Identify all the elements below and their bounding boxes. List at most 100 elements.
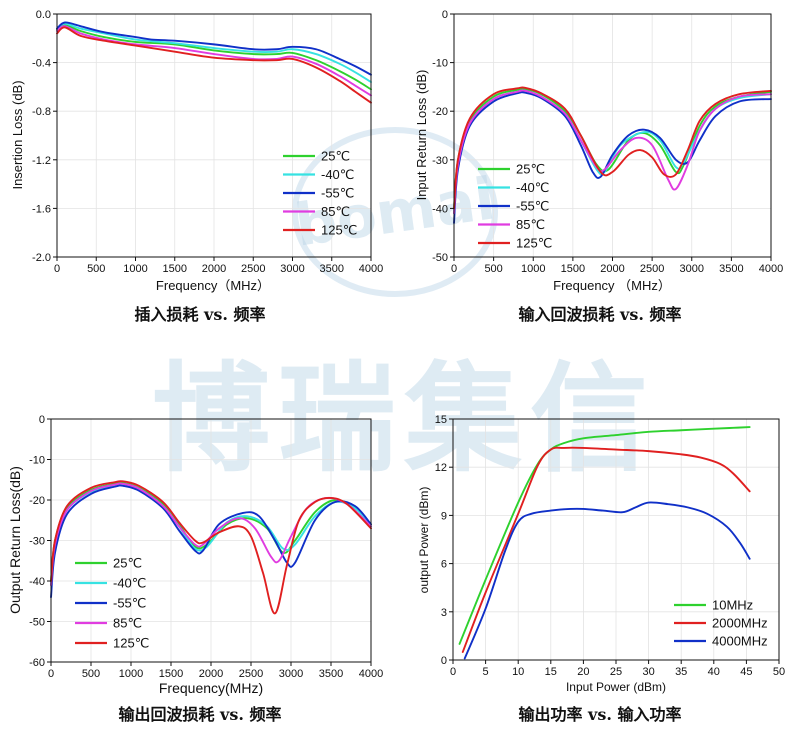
chart-input-return-loss: 0 500 1000 1500 2000 2500 3000 3500 4000 0 -10 -20… — [414, 9, 783, 324]
y-tick-label: 12 — [435, 462, 447, 474]
x-tick-label: 5 — [483, 666, 489, 678]
legend-label-4000MHz: 4000MHz — [712, 634, 768, 649]
x-tick-label: 2500 — [640, 263, 664, 275]
series-line--55℃ — [50, 484, 372, 599]
legend: 25℃ -40℃ -55℃ 85℃ 125℃ — [478, 162, 552, 251]
y-tick-label: -10 — [29, 455, 45, 467]
y-tick-label: -0.8 — [32, 106, 51, 118]
y-tick-label: 6 — [441, 559, 447, 571]
legend-label--55℃: -55℃ — [516, 199, 549, 214]
series-line-2000MHz — [461, 446, 751, 653]
y-tick-label: 0 — [441, 655, 447, 667]
y-tick-label: 0 — [442, 9, 448, 21]
y-axis-label: Insertion Loss (dB) — [10, 80, 25, 189]
x-axis-label: Frequency （MHz） — [553, 278, 671, 293]
x-ticks: 0 500 1000 1500 2000 2500 3000 3500 4000 — [451, 257, 783, 275]
chart-caption: 输出功率 vs. 输入功率 — [518, 705, 681, 724]
x-tick-label: 45 — [740, 666, 752, 678]
y-tick-label: -1.2 — [32, 155, 51, 167]
series-line--55℃ — [56, 21, 372, 76]
chart-caption: 插入损耗 vs. 频率 — [134, 305, 265, 324]
series-line-25℃ — [56, 23, 372, 91]
x-tick-label: 1500 — [163, 263, 187, 275]
x-tick-label: 0 — [48, 668, 54, 680]
legend-label-125℃: 125℃ — [113, 636, 149, 651]
chart-caption: 输出回波损耗 vs. 频率 — [118, 705, 281, 724]
y-tick-label: -40 — [29, 576, 45, 588]
series-line-125℃ — [453, 86, 772, 210]
chart-output-return-loss: 0 500 1000 1500 2000 2500 3000 3500 4000 0 -10 -20… — [7, 414, 383, 724]
y-ticks: 0 -10 -20 -30 -40 -50 — [432, 9, 454, 264]
x-tick-label: 30 — [642, 666, 654, 678]
series-group — [50, 480, 372, 615]
x-tick-label: 2000 — [600, 263, 624, 275]
legend-label--55℃: -55℃ — [321, 186, 354, 201]
legend-label--40℃: -40℃ — [113, 576, 146, 591]
x-tick-label: 15 — [545, 666, 557, 678]
x-tick-label: 4000 — [359, 668, 383, 680]
x-axis-label: Input Power (dBm) — [566, 680, 666, 694]
y-tick-label: 15 — [435, 414, 447, 426]
x-tick-label: 0 — [450, 666, 456, 678]
x-tick-label: 2500 — [241, 263, 265, 275]
legend-label-25℃: 25℃ — [113, 556, 142, 571]
x-tick-label: 35 — [675, 666, 687, 678]
y-tick-label: 0 — [39, 414, 45, 426]
x-tick-label: 3000 — [680, 263, 704, 275]
x-tick-label: 3000 — [280, 263, 304, 275]
x-tick-label: 1500 — [159, 668, 183, 680]
legend-label-85℃: 85℃ — [113, 616, 142, 631]
y-tick-label: -20 — [29, 495, 45, 507]
y-ticks: 0 3 6 9 12 15 — [435, 414, 453, 667]
legend-label-25℃: 25℃ — [321, 149, 350, 164]
legend-label-125℃: 125℃ — [516, 236, 552, 251]
x-tick-label: 3500 — [319, 668, 343, 680]
y-tick-label: -30 — [29, 536, 45, 548]
x-tick-label: 1000 — [521, 263, 545, 275]
legend-label-25℃: 25℃ — [516, 162, 545, 177]
series-line-25℃ — [50, 481, 372, 582]
chart-output-vs-input-power: 0 5 10 15 20 25 30 35 40 45 50 0 3 6 9 12 15 Input Powe… — [417, 414, 785, 724]
x-tick-label: 20 — [577, 666, 589, 678]
x-ticks: 0 500 1000 1500 2000 2500 3000 3500 4000 — [48, 662, 383, 680]
x-tick-label: 500 — [87, 263, 105, 275]
series-line-85℃ — [56, 25, 372, 97]
legend-label--55℃: -55℃ — [113, 596, 146, 611]
x-tick-label: 3500 — [320, 263, 344, 275]
series-line-4000MHz — [463, 501, 751, 660]
x-tick-label: 1500 — [561, 263, 585, 275]
x-tick-label: 4000 — [359, 263, 383, 275]
x-tick-label: 2500 — [239, 668, 263, 680]
x-axis-label: Frequency（MHz） — [156, 278, 270, 293]
series-line-85℃ — [453, 89, 772, 215]
series-line-125℃ — [50, 480, 372, 615]
x-tick-label: 1000 — [123, 263, 147, 275]
y-axis-label: Input Return Loss (dB) — [414, 70, 429, 201]
y-axis-label: Output Return Loss(dB) — [7, 466, 23, 614]
x-tick-label: 2000 — [199, 668, 223, 680]
series-line-125℃ — [56, 26, 372, 104]
y-tick-label: 0.0 — [36, 9, 51, 21]
series-group — [56, 21, 372, 104]
legend-label-125℃: 125℃ — [321, 223, 357, 238]
x-tick-label: 10 — [512, 666, 524, 678]
y-tick-label: -50 — [432, 252, 448, 264]
x-tick-label: 500 — [82, 668, 100, 680]
y-tick-label: 9 — [441, 510, 447, 522]
legend-label--40℃: -40℃ — [321, 167, 354, 182]
x-axis-label: Frequency(MHz) — [159, 680, 263, 696]
x-tick-label: 0 — [451, 263, 457, 275]
series-line--40℃ — [56, 22, 372, 83]
series-line--55℃ — [453, 91, 772, 224]
x-tick-label: 25 — [610, 666, 622, 678]
chart-insertion-loss: 0 500 1000 1500 2000 2500 3000 3500 4000 0.0 -0.4… — [10, 9, 383, 324]
legend-label-2000MHz: 2000MHz — [712, 616, 768, 631]
y-ticks: 0 -10 -20 -30 -40 -50 -60 — [29, 414, 51, 669]
x-tick-label: 40 — [708, 666, 720, 678]
y-tick-label: -40 — [432, 203, 448, 215]
legend-label-85℃: 85℃ — [516, 217, 545, 232]
y-tick-label: -30 — [432, 155, 448, 167]
legend-label-85℃: 85℃ — [321, 204, 350, 219]
legend: 25℃ -40℃ -55℃ 85℃ 125℃ — [283, 149, 357, 238]
